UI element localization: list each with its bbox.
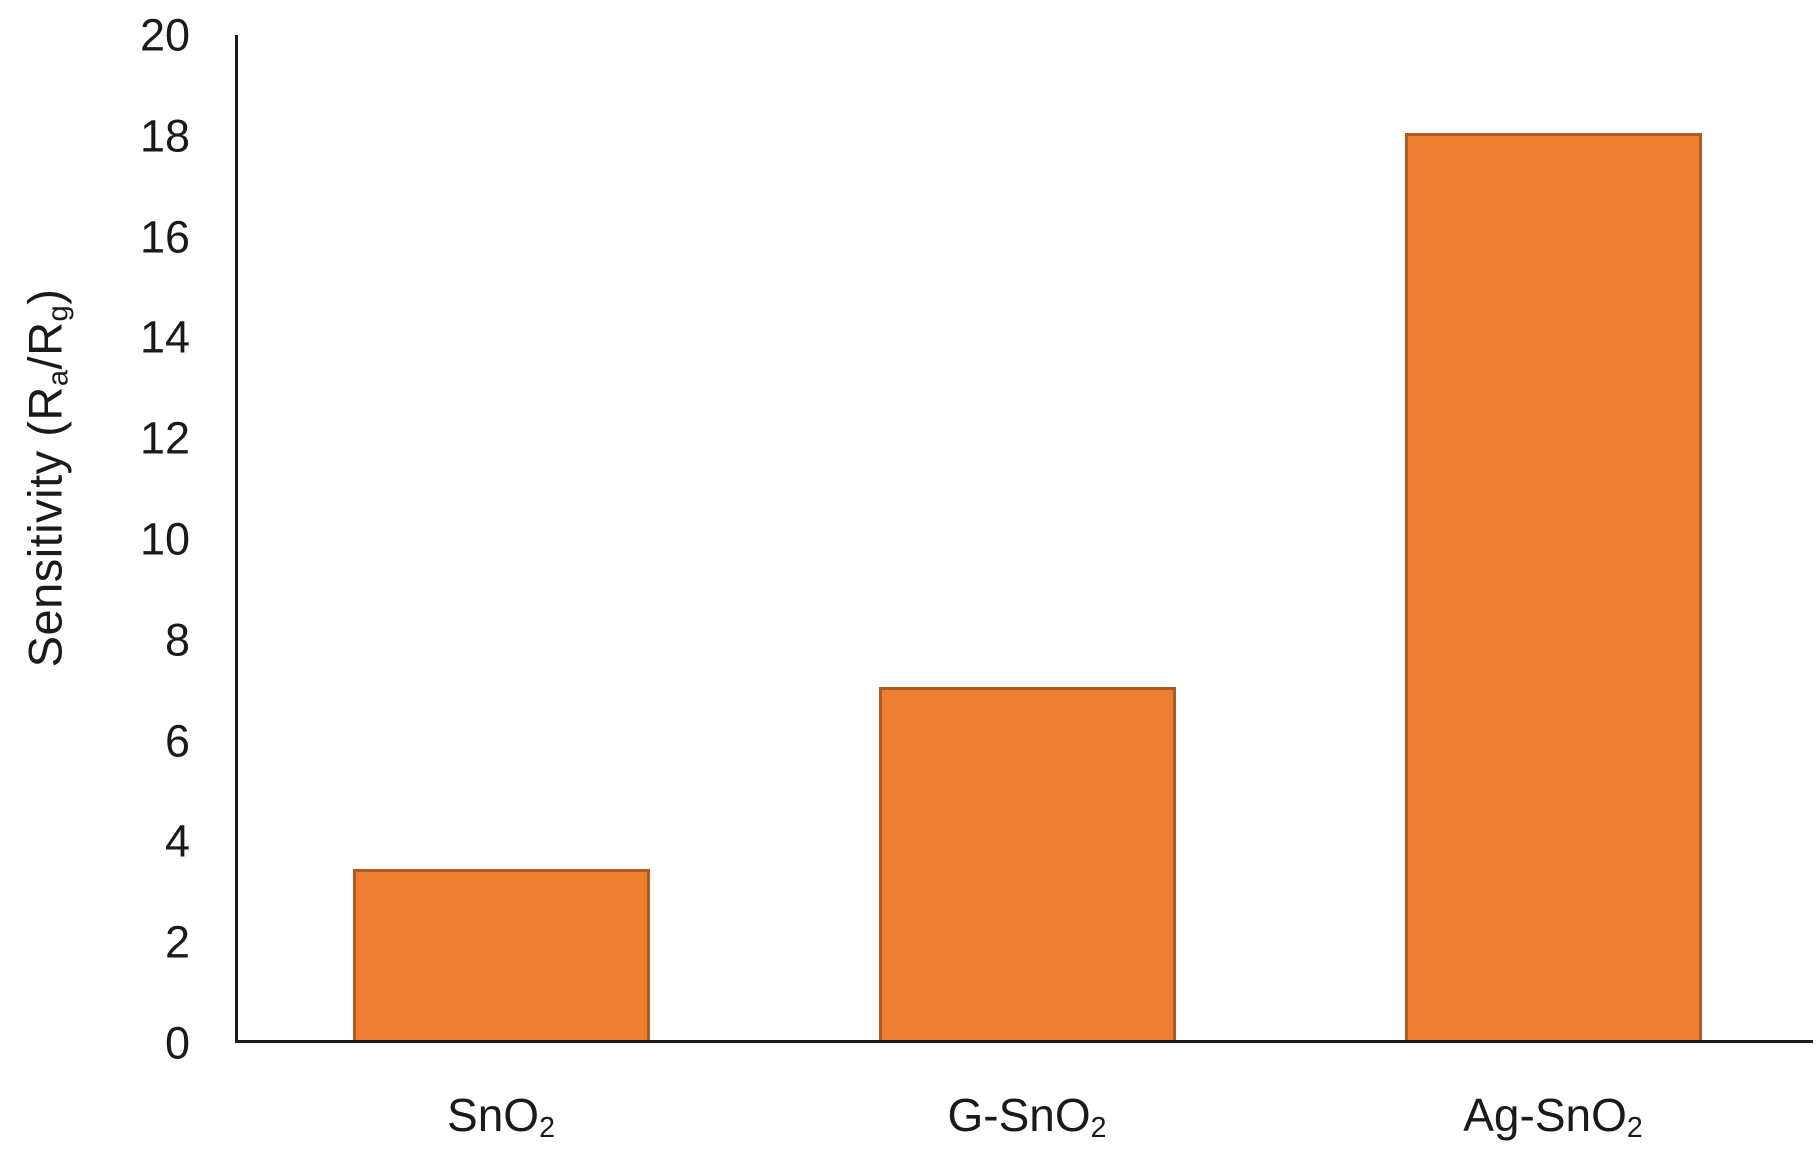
x-category-label-SnO2: SnO2 [238, 1088, 764, 1145]
y-tick-label-8: 8 [164, 614, 190, 666]
y-tick-label-4: 4 [164, 815, 190, 867]
y-tick-label-20: 20 [139, 9, 190, 61]
x-category-label-Ag-SnO2: Ag-SnO2 [1290, 1088, 1816, 1145]
y-tick-label-2: 2 [164, 916, 190, 968]
y-tick-label-6: 6 [164, 715, 190, 767]
x-category-label-G-SnO2: G-SnO2 [764, 1088, 1290, 1145]
y-tick-label-16: 16 [139, 211, 190, 263]
y-axis-title-suffix: ) [18, 288, 72, 305]
x-category-label-base: Ag-SnO [1463, 1089, 1627, 1141]
y-tick-label-18: 18 [139, 110, 190, 162]
y-tick-label-0: 0 [164, 1017, 190, 1069]
x-category-label-subscript: 2 [1626, 1112, 1643, 1145]
x-category-label-base: G-SnO [947, 1089, 1091, 1141]
y-axis-title-sub-a: a [42, 369, 75, 387]
plot-area: SnO2 G-SnO2 Ag-SnO2 [235, 35, 1813, 1144]
y-tick-label-12: 12 [139, 412, 190, 464]
x-category-label-subscript: 2 [1090, 1112, 1107, 1145]
bar-SnO2 [352, 868, 650, 1040]
x-category-label-subscript: 2 [539, 1112, 555, 1145]
y-tick-label-14: 14 [139, 311, 190, 363]
y-tick-label-10: 10 [139, 513, 190, 565]
x-category-label-base: SnO [447, 1089, 540, 1141]
bar-G-SnO2 [878, 687, 1176, 1040]
bar-Ag-SnO2 [1404, 132, 1702, 1040]
